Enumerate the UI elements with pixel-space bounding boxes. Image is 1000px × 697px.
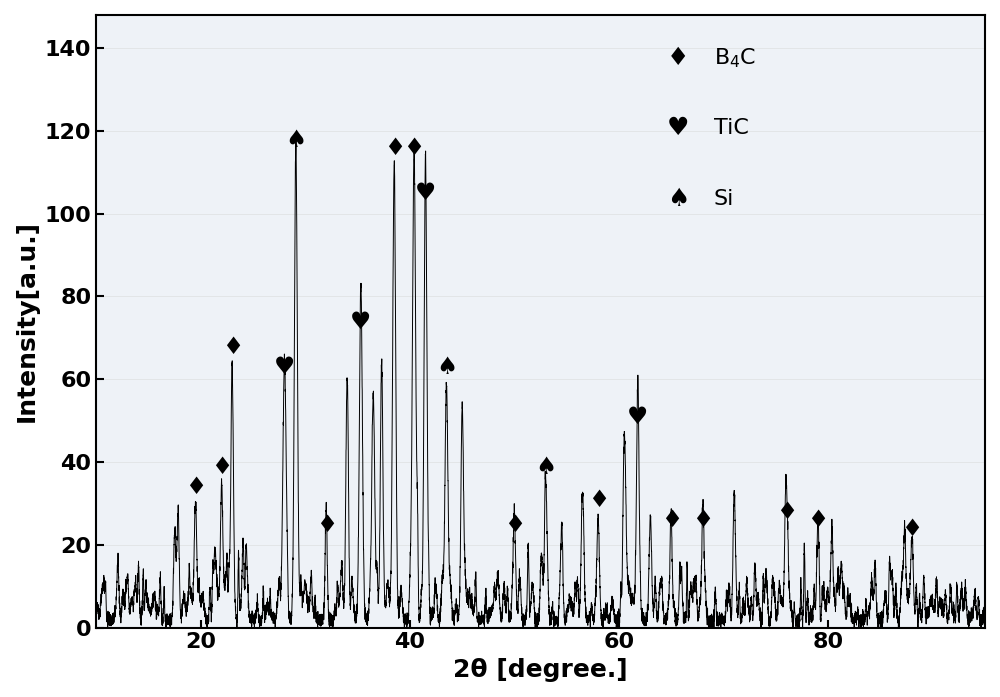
Text: ♠: ♠: [667, 187, 690, 210]
Text: ♦: ♦: [901, 516, 922, 541]
Text: ♦: ♦: [403, 136, 425, 160]
Text: Si: Si: [714, 189, 734, 209]
Text: ♦: ♦: [692, 508, 713, 533]
Text: ♦: ♦: [588, 488, 609, 512]
Text: ♥: ♥: [350, 309, 371, 334]
X-axis label: 2θ [degree.]: 2θ [degree.]: [453, 658, 628, 682]
Text: ♥: ♥: [415, 181, 436, 206]
Text: TiC: TiC: [714, 118, 749, 138]
Text: ♦: ♦: [776, 500, 797, 524]
Text: ♦: ♦: [211, 454, 232, 479]
Text: B$_4$C: B$_4$C: [714, 46, 756, 70]
Text: ♦: ♦: [384, 136, 405, 160]
Text: ♦: ♦: [222, 335, 243, 358]
Text: ♥: ♥: [667, 116, 690, 140]
Text: ♦: ♦: [661, 508, 682, 533]
Y-axis label: Intensity[a.u.]: Intensity[a.u.]: [15, 220, 39, 422]
Text: ♠: ♠: [436, 355, 457, 379]
Text: ♠: ♠: [285, 128, 306, 151]
Text: ♥: ♥: [274, 355, 295, 379]
Text: ♦: ♦: [667, 46, 690, 70]
Text: ♦: ♦: [316, 512, 337, 537]
Text: ♦: ♦: [185, 475, 206, 499]
Text: ♦: ♦: [504, 512, 525, 537]
Text: ♦: ♦: [807, 508, 828, 533]
Text: ♥: ♥: [627, 405, 648, 429]
Text: ♠: ♠: [535, 454, 556, 479]
